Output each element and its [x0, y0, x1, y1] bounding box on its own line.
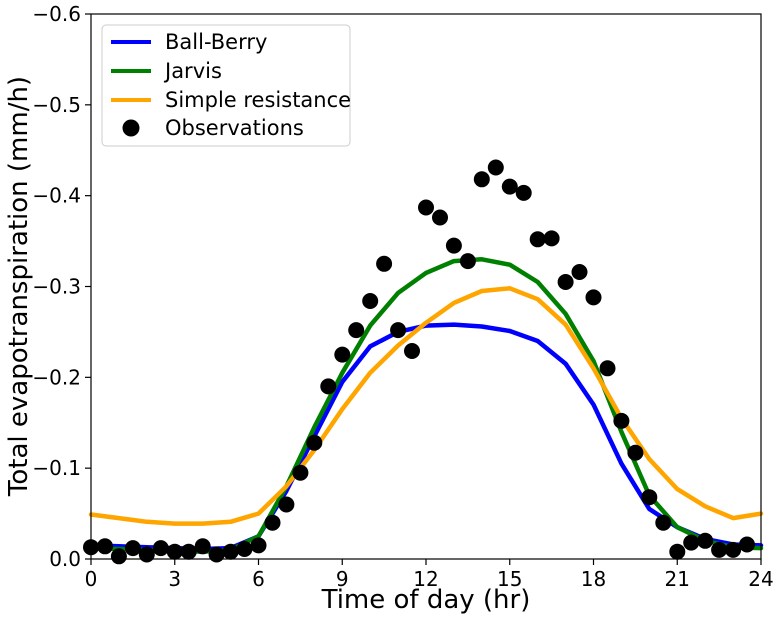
observation-point	[404, 343, 420, 359]
y-tick-label: −0.1	[32, 456, 81, 480]
observation-point	[585, 289, 602, 306]
legend-label-jarvis: Jarvis	[163, 59, 222, 83]
legend-swatch-observations	[122, 119, 140, 137]
plot-frame	[90, 13, 762, 560]
observation-point	[683, 534, 700, 551]
observation-point	[557, 274, 574, 290]
observation-point	[669, 543, 686, 560]
observation-point	[641, 489, 658, 506]
observation-point	[348, 322, 365, 339]
observation-point	[278, 496, 295, 513]
y-axis-label: Total evapotranspiration (mm/h)	[4, 76, 34, 497]
observation-point	[459, 253, 476, 270]
observation-point	[264, 514, 281, 531]
x-tick-label: 6	[252, 567, 265, 591]
y-tick-label: 0.0	[49, 547, 81, 571]
observation-point	[292, 464, 309, 481]
observation-point	[208, 546, 225, 563]
legend-label-observations: Observations	[165, 116, 304, 140]
observation-point	[599, 360, 616, 377]
observation-point	[655, 514, 672, 531]
observation-point	[362, 293, 379, 309]
x-tick-label: 24	[748, 567, 773, 591]
x-tick-label: 21	[665, 567, 690, 591]
axis-ticks: 0 3 6 9 12 15 18 21 24 0.0 −0.1 −0.2 −0.3 −0.4 −0.5 −0.…	[32, 2, 773, 591]
observation-point	[473, 171, 490, 188]
series-layer	[83, 159, 764, 565]
observation-point	[376, 255, 393, 272]
legend: Ball-Berry Jarvis Simple resistance Obse…	[101, 24, 351, 147]
observation-point	[390, 322, 407, 339]
observation-point	[543, 230, 560, 247]
observation-point	[180, 543, 197, 560]
y-tick-label: −0.6	[32, 2, 81, 26]
observation-point	[711, 541, 728, 558]
legend-label-ball-berry: Ball-Berry	[165, 30, 267, 54]
observation-point	[529, 231, 546, 248]
x-tick-label: 12	[413, 567, 438, 591]
observation-point	[725, 541, 742, 558]
series-points-observations	[83, 159, 755, 565]
x-axis-label: Time of day (hr)	[321, 585, 531, 615]
x-tick-label: 18	[581, 567, 606, 591]
observation-point	[571, 264, 588, 280]
y-tick-label: −0.3	[32, 275, 81, 299]
observation-point	[236, 541, 253, 557]
series-line-simple-resistance	[88, 286, 764, 526]
legend-label-simple-resistance: Simple resistance	[165, 88, 351, 112]
observation-point	[166, 543, 183, 560]
observation-point	[152, 540, 169, 557]
observation-point	[445, 237, 462, 254]
observation-point	[306, 434, 323, 451]
observation-point	[194, 538, 211, 555]
observation-point	[487, 159, 504, 176]
y-tick-label: −0.4	[32, 184, 81, 208]
observation-point	[124, 540, 141, 557]
observation-point	[739, 536, 755, 553]
observation-point	[110, 548, 127, 565]
y-tick-label: −0.2	[32, 365, 81, 389]
observation-point	[320, 378, 337, 395]
observation-point	[138, 546, 155, 563]
observation-point	[515, 184, 532, 201]
observation-point	[418, 199, 434, 216]
observation-point	[97, 538, 113, 555]
observation-point	[222, 543, 239, 560]
observation-point	[501, 178, 518, 195]
x-tick-label: 0	[85, 567, 98, 591]
observation-point	[250, 537, 267, 554]
x-tick-label: 9	[336, 567, 349, 591]
observation-point	[334, 346, 351, 363]
observation-point	[432, 209, 448, 226]
y-tick-label: −0.5	[32, 93, 81, 117]
x-tick-label: 3	[168, 567, 181, 591]
observation-point	[697, 532, 714, 549]
legend-box	[101, 24, 351, 147]
observation-point	[627, 444, 644, 461]
x-tick-label: 15	[497, 567, 522, 591]
observation-point	[613, 412, 630, 429]
